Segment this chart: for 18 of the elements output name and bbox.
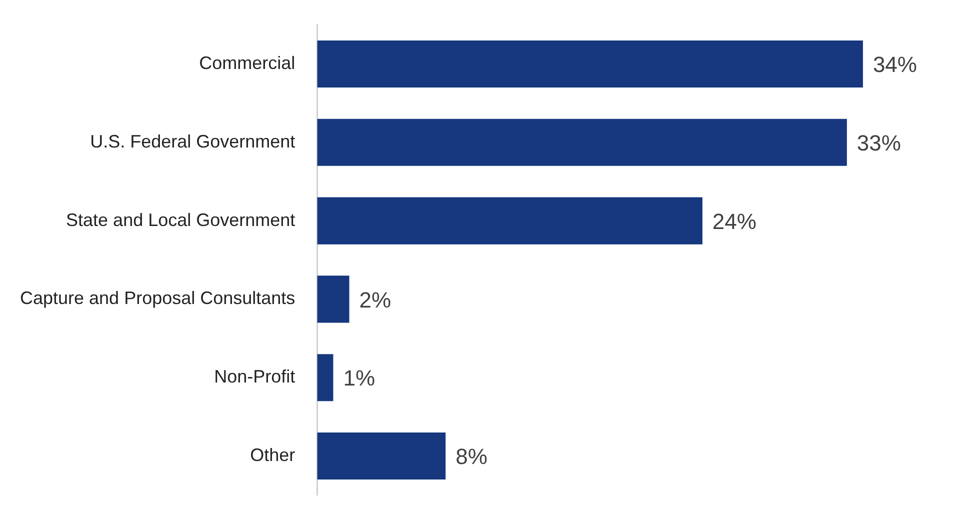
data-label: 8% (456, 444, 488, 470)
bar (317, 40, 863, 88)
bar (317, 197, 702, 244)
data-label: 24% (712, 208, 756, 234)
data-label: 2% (359, 287, 392, 312)
bar (317, 276, 350, 323)
y-tick-label: State and Local Government (66, 210, 296, 230)
y-tick-label: U.S. Federal Government (90, 131, 296, 152)
data-label: 33% (856, 130, 901, 156)
bar (317, 118, 847, 166)
y-tick-label: Non-Profit (214, 366, 296, 387)
y-tick-label: Capture and Proposal Consultants (20, 288, 296, 308)
bar (317, 432, 446, 480)
data-label: 34% (872, 52, 917, 78)
y-tick-label: Other (250, 444, 296, 465)
bar (317, 354, 334, 402)
y-tick-label: Commercial (199, 52, 296, 73)
data-label: 1% (343, 366, 376, 391)
